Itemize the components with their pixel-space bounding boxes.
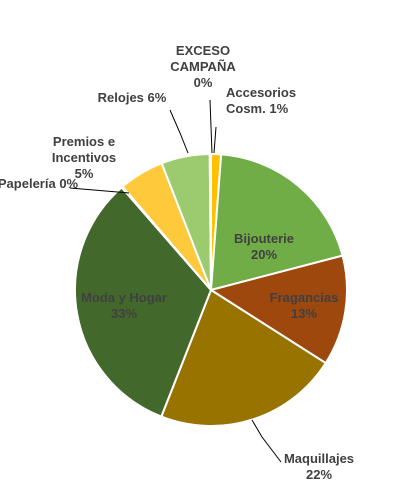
data-label-relojes: Relojes 6% [98,90,167,105]
data-label-maquillajes: Maquillajes 22% [284,451,354,482]
pie-slice-bijouterie [209,153,344,292]
leader-line-relojes [169,109,189,154]
data-label-papeleria: Papelería 0% [0,176,79,191]
pie-slice-fragancias [208,254,348,365]
data-label-bijouterie: Bijouterie 20% [234,231,294,262]
leader-line-accesorios-cosm [213,126,217,154]
data-label-accesorios-cosm: Accesorios Cosm. 1% [226,85,296,116]
leader-line-exceso-campana [209,99,213,154]
leader-line-papeleria [69,187,130,194]
pie-slice-maquillajes [160,288,328,427]
data-label-fragancias: Fragancias 13% [270,290,339,321]
pie-slice-exceso-campana [208,152,212,291]
pie-slice-moda-y-hogar [74,186,213,418]
data-label-exceso-campana: EXCESO CAMPAÑA 0% [170,43,236,90]
leader-line-maquillajes [251,419,282,463]
data-label-moda-y-hogar: Moda y Hogar 33% [81,290,167,321]
data-label-premios-e-incentivos: Premios e Incentivos 5% [52,134,116,181]
